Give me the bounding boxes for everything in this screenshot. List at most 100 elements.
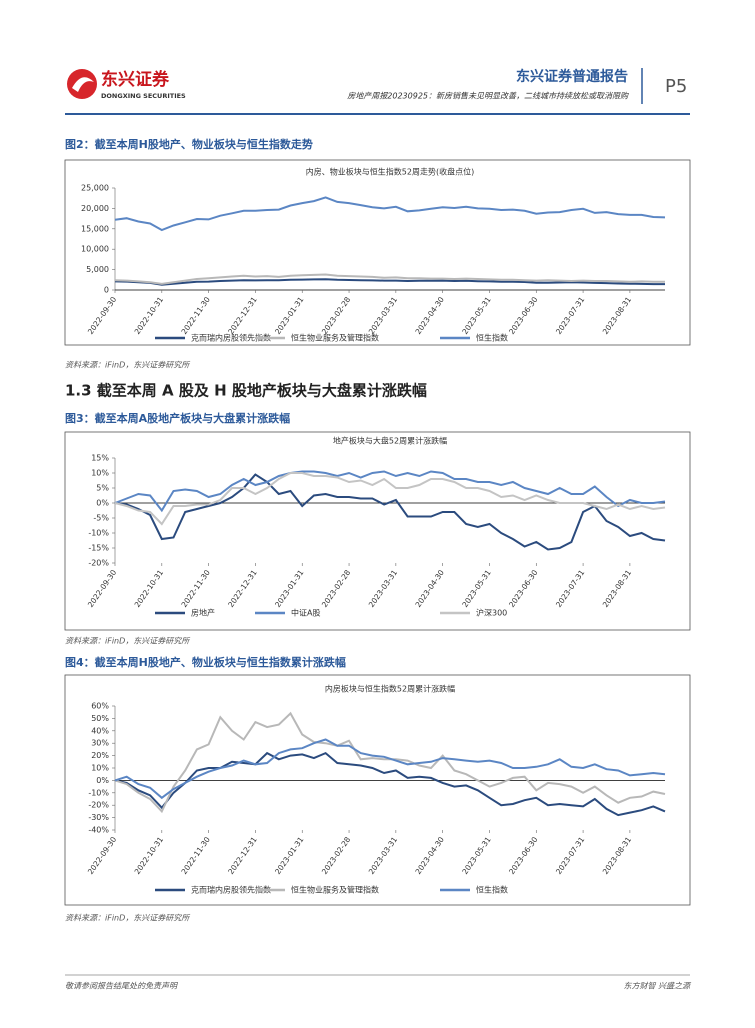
report-subtitle: 房地产周报20230925：新房销售未见明显改善，二线城市持续放松或取消限购 [347, 92, 629, 101]
y-tick-label: -10% [88, 788, 109, 797]
x-tick-label: 2022-11-30 [180, 835, 213, 876]
y-tick-label: 20% [91, 751, 109, 760]
y-tick-label: 0% [96, 776, 109, 785]
x-tick-label: 2023-02-28 [320, 835, 353, 876]
y-tick-label: 0% [96, 499, 109, 508]
x-tick-label: 2023-01-31 [273, 835, 306, 876]
x-tick-label: 2022-10-31 [133, 568, 166, 609]
series-line [114, 738, 666, 800]
chart-frame [64, 431, 691, 631]
x-tick-label: 2023-03-31 [367, 295, 400, 336]
y-tick-label: -30% [88, 813, 109, 822]
y-tick-label: 25,000 [81, 184, 109, 193]
x-tick-label: 2023-07-31 [554, 835, 587, 876]
section-heading: 1.3 截至本周 A 股及 H 股地产板块与大盘累计涨跌幅 [65, 382, 427, 400]
y-tick-label: 5% [96, 484, 109, 493]
logo-swoosh [72, 77, 94, 92]
series-line [114, 751, 666, 817]
x-tick-label: 2023-02-28 [320, 568, 353, 609]
series-line [114, 273, 665, 285]
x-tick-label: 2023-05-31 [460, 568, 493, 609]
series-line [114, 473, 666, 551]
legend-label: 房地产 [191, 608, 215, 618]
legend-label: 恒生物业服务及管理指数 [291, 885, 379, 895]
y-tick-label: -40% [88, 826, 109, 835]
y-tick-label: 10% [91, 764, 109, 773]
y-tick-label: 15,000 [81, 224, 109, 233]
figure-caption: 图4：截至本周H股地产、物业板块与恒生指数累计涨跌幅 [65, 655, 346, 669]
legend-label: 中证A股 [291, 608, 320, 618]
chart-frame [64, 674, 691, 906]
y-tick-label: 5,000 [86, 265, 109, 274]
series-line [114, 711, 666, 814]
x-tick-label: 2022-10-31 [133, 295, 166, 336]
x-tick-label: 2023-08-31 [601, 568, 634, 609]
figure-caption: 图2：截至本周H股地产、物业板块与恒生指数走势 [65, 137, 313, 151]
x-tick-label: 2023-06-30 [507, 295, 540, 336]
figure-caption: 图3：截至本周A股地产板块与大盘累计涨跌幅 [65, 411, 290, 425]
company-en: DONGXING SECURITIES [101, 92, 186, 100]
y-tick-label: 10% [91, 469, 109, 478]
x-tick-label: 2022-12-31 [226, 295, 259, 336]
footer-right: 东方财智 兴盛之源 [623, 982, 692, 991]
x-tick-label: 2023-02-28 [320, 295, 353, 336]
y-tick-label: -10% [88, 529, 109, 538]
y-tick-label: 30% [91, 739, 109, 748]
y-tick-label: 0 [104, 286, 109, 295]
legend-label: 克而瑞内房股领先指数 [191, 333, 271, 343]
y-tick-label: 10,000 [81, 245, 109, 254]
x-tick-label: 2022-10-31 [133, 835, 166, 876]
chart-title: 内房、物业板块与恒生指数52周走势(收盘点位) [306, 167, 474, 177]
x-tick-label: 2022-12-31 [226, 568, 259, 609]
page-number: P5 [665, 76, 687, 97]
chart-title: 地产板块与大盘52周累计涨跌幅 [333, 436, 447, 446]
y-tick-label: -15% [88, 544, 109, 553]
y-tick-label: 20,000 [81, 204, 109, 213]
x-tick-label: 2023-04-30 [414, 568, 447, 609]
x-tick-label: 2023-04-30 [414, 295, 447, 336]
x-tick-label: 2022-09-30 [86, 835, 119, 876]
x-tick-label: 2023-06-30 [507, 568, 540, 609]
chart-title: 内房板块与恒生指数52周累计涨跌幅 [325, 684, 455, 694]
y-tick-label: 50% [91, 714, 109, 723]
x-tick-label: 2023-03-31 [367, 835, 400, 876]
legend-label: 沪深300 [476, 608, 507, 618]
x-tick-label: 2023-08-31 [601, 835, 634, 876]
y-tick-label: -20% [88, 559, 109, 568]
footer-left: 敬请参阅报告结尾处的免责声明 [65, 982, 179, 991]
x-tick-label: 2023-07-31 [554, 295, 587, 336]
x-tick-label: 2022-11-30 [180, 295, 213, 336]
x-tick-label: 2023-08-31 [601, 295, 634, 336]
x-tick-label: 2023-05-31 [460, 835, 493, 876]
x-tick-label: 2022-12-31 [226, 835, 259, 876]
y-tick-label: 15% [91, 454, 109, 463]
series-line [114, 196, 666, 232]
legend-label: 恒生指数 [476, 333, 508, 343]
x-tick-label: 2023-05-31 [460, 295, 493, 336]
legend-label: 恒生物业服务及管理指数 [291, 333, 379, 343]
x-tick-label: 2023-06-30 [507, 835, 540, 876]
series-line [114, 472, 666, 526]
x-tick-label: 2023-01-31 [273, 568, 306, 609]
chart-frame [64, 159, 691, 346]
y-tick-label: -20% [88, 801, 109, 810]
figure-source: 资料来源：iFinD，东兴证券研究所 [65, 361, 191, 370]
report-type: 东兴证券普通报告 [516, 68, 628, 85]
y-tick-label: 40% [91, 726, 109, 735]
series-line [114, 278, 665, 286]
x-tick-label: 2023-01-31 [273, 295, 306, 336]
company: 东兴证券 [101, 69, 170, 90]
legend-label: 克而瑞内房股领先指数 [191, 885, 271, 895]
figure-source: 资料来源：iFinD，东兴证券研究所 [65, 637, 191, 646]
legend-label: 恒生指数 [476, 885, 508, 895]
x-tick-label: 2022-09-30 [86, 568, 119, 609]
x-tick-label: 2023-03-31 [367, 568, 400, 609]
x-tick-label: 2023-04-30 [414, 835, 447, 876]
x-tick-label: 2022-11-30 [180, 568, 213, 609]
series-line [114, 470, 666, 513]
y-tick-label: -5% [93, 514, 109, 523]
figure-source: 资料来源：iFinD，东兴证券研究所 [65, 914, 191, 923]
y-tick-label: 60% [91, 702, 109, 711]
x-tick-label: 2022-09-30 [86, 295, 119, 336]
